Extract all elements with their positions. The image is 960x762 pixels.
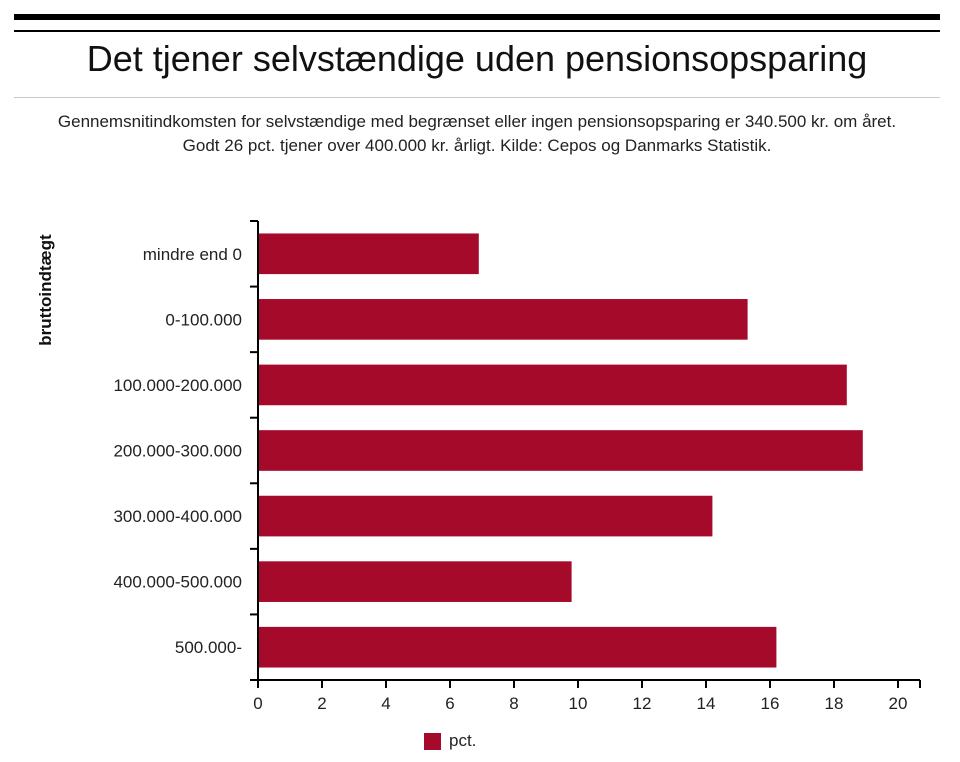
x-tick-label: 18 (825, 694, 844, 713)
bar (258, 495, 713, 537)
legend-label: pct. (449, 731, 477, 750)
category-label: 300.000-400.000 (113, 507, 242, 526)
bars-group (258, 233, 863, 668)
bar (258, 233, 479, 275)
chart-title: Det tjener selvstændige uden pensionsops… (86, 38, 868, 79)
x-tick-label: 12 (633, 694, 652, 713)
x-tick-label: 6 (445, 694, 454, 713)
x-tick-label: 0 (253, 694, 262, 713)
x-tick-label: 8 (509, 694, 518, 713)
category-label: 400.000-500.000 (113, 573, 242, 592)
category-label: mindre end 0 (143, 245, 242, 264)
category-label: 200.000-300.000 (113, 442, 242, 461)
category-label: 500.000- (175, 638, 242, 657)
x-tick-label: 2 (317, 694, 326, 713)
top-rule (14, 14, 940, 20)
bar (258, 430, 863, 471)
x-tick-label: 14 (697, 694, 716, 713)
legend: pct. (424, 731, 476, 751)
title-divider (14, 97, 940, 98)
category-label: 100.000-200.000 (113, 376, 242, 395)
category-label: 0-100.000 (165, 310, 242, 329)
bar (258, 299, 748, 340)
bar (258, 561, 572, 602)
bar (258, 626, 777, 668)
x-tick-label: 16 (761, 694, 780, 713)
legend-swatch (424, 732, 441, 750)
x-tick-label: 20 (889, 694, 908, 713)
x-axis-ticks: 0 2 4 6 8 10 12 14 16 18 20 (253, 680, 921, 713)
y-axis-title: bruttoindtægt (36, 234, 55, 346)
bar (258, 364, 847, 406)
x-tick-label: 4 (381, 694, 390, 713)
top-rule-thin (14, 30, 940, 32)
category-labels: mindre end 0 0-100.000 100.000-200.000 200.… (113, 220, 258, 681)
chart-subtitle: Gennemsnitindkomsten for selvstændige me… (57, 112, 897, 155)
x-tick-label: 10 (569, 694, 588, 713)
